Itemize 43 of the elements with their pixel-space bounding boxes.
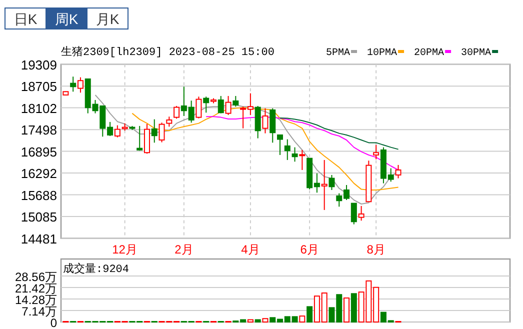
y-tick-label: 18705 — [20, 79, 57, 94]
y-tick-label: 19309 — [20, 57, 57, 72]
bar — [247, 319, 254, 322]
candlestick — [373, 144, 380, 160]
x-tick-label: 12月 — [112, 242, 138, 256]
line-series — [280, 118, 399, 150]
text: 日K — [14, 11, 38, 27]
y-tick-label: 28.56万 — [14, 270, 57, 284]
y-tick-label: 16895 — [20, 144, 57, 160]
candlestick — [328, 174, 335, 190]
y-tick-label: 7.14万 — [22, 304, 57, 318]
bar — [350, 293, 357, 322]
legend-label: 10PMA — [367, 48, 398, 59]
x-tick-label: 8月 — [366, 242, 386, 256]
y-tick-label: 0 — [50, 316, 58, 329]
y-tick-label: 18102 — [20, 100, 57, 116]
x-tick-label: 2月 — [174, 242, 194, 256]
bar — [262, 318, 268, 322]
legend-label: 30PMA — [461, 48, 492, 59]
candlestick — [321, 159, 328, 210]
bar — [254, 319, 261, 322]
y-tick-label: 21.42万 — [14, 282, 57, 296]
x-tick-label: 4月 — [241, 242, 260, 256]
y-tick-label: 15688 — [20, 188, 57, 203]
text: 周K — [54, 11, 79, 27]
legend-label: 20PMA — [414, 48, 444, 59]
bar — [299, 316, 306, 322]
candlestick — [262, 108, 268, 134]
bar — [306, 306, 313, 322]
chart-title: 成交量:9204 — [63, 262, 130, 276]
candlestick — [151, 118, 158, 144]
x-tick-label: 6月 — [300, 242, 319, 256]
y-tick-label: 14481 — [20, 231, 57, 246]
bar — [344, 298, 350, 322]
y-tick-label: 17498 — [20, 122, 57, 138]
candlestick — [395, 164, 402, 179]
candlestick — [70, 76, 76, 92]
y-tick-label: 14.28万 — [14, 293, 57, 307]
legend-label: 5PMA — [326, 48, 350, 59]
y-tick-label: 15085 — [20, 210, 57, 225]
chart-title: 生猪2309[lh2309] 2023-08-25 15:00 — [61, 45, 274, 59]
text: 月K — [96, 11, 120, 27]
y-tick-label: 16292 — [20, 166, 57, 182]
